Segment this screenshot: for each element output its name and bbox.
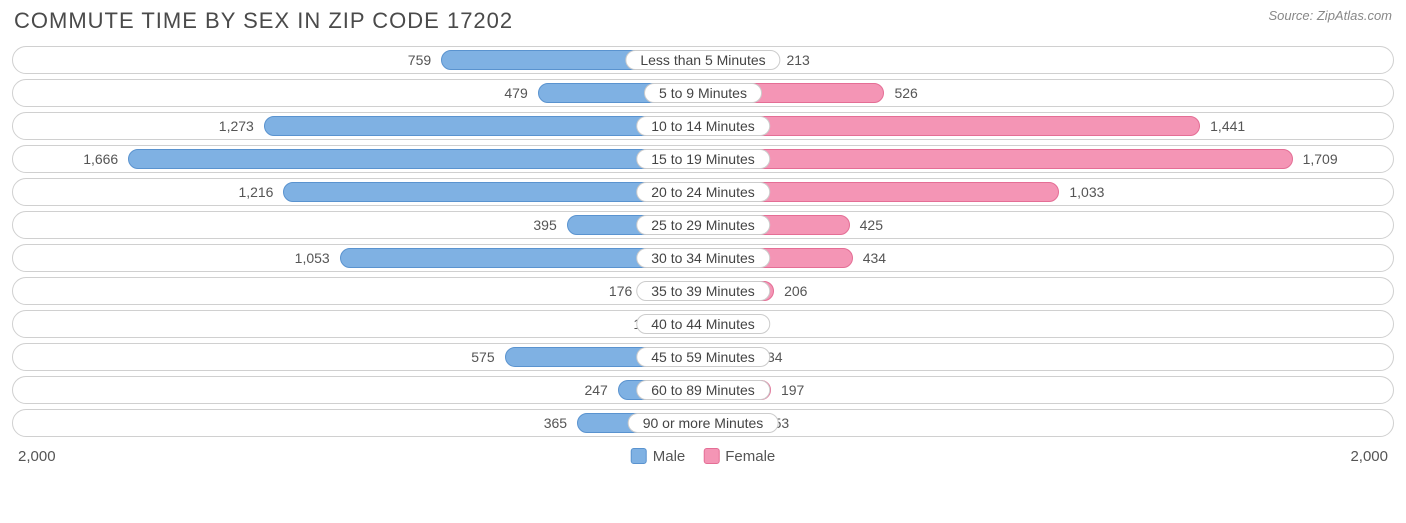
chart-row: 176 206 35 to 39 Minutes — [12, 277, 1394, 305]
chart-title: COMMUTE TIME BY SEX IN ZIP CODE 17202 — [14, 8, 513, 34]
value-label-male: 1,666 — [83, 151, 118, 167]
category-label: Less than 5 Minutes — [625, 50, 780, 70]
value-label-female: 1,441 — [1210, 118, 1245, 134]
value-label-male: 395 — [533, 217, 556, 233]
category-label: 10 to 14 Minutes — [636, 116, 770, 136]
bar-female — [703, 149, 1293, 169]
category-label: 25 to 29 Minutes — [636, 215, 770, 235]
chart-rows: 759 213 Less than 5 Minutes 479 526 5 to 9 Mi… — [10, 46, 1396, 437]
value-label-male: 247 — [584, 382, 607, 398]
category-label: 5 to 9 Minutes — [644, 83, 762, 103]
chart-source: Source: ZipAtlas.com — [1268, 8, 1392, 23]
legend-item-female: Female — [703, 448, 775, 465]
chart-row: 36515390 or more Minutes — [12, 409, 1394, 437]
chart-row: 1,053 434 30 to 34 Minutes — [12, 244, 1394, 272]
chart-footer: 2,000 Male Female 2,000 — [10, 442, 1396, 468]
value-label-male: 479 — [504, 85, 527, 101]
value-label-male: 759 — [408, 52, 431, 68]
category-label: 30 to 34 Minutes — [636, 248, 770, 268]
value-label-female: 1,709 — [1303, 151, 1338, 167]
category-label: 35 to 39 Minutes — [636, 281, 770, 301]
legend-swatch-female — [703, 448, 719, 464]
chart-container: COMMUTE TIME BY SEX IN ZIP CODE 17202 So… — [0, 0, 1406, 523]
value-label-female: 197 — [781, 382, 804, 398]
chart-row: 1,273 1,441 10 to 14 Minutes — [12, 112, 1394, 140]
chart-row: 479 526 5 to 9 Minutes — [12, 79, 1394, 107]
category-label: 90 or more Minutes — [628, 413, 779, 433]
category-label: 60 to 89 Minutes — [636, 380, 770, 400]
value-label-female: 434 — [863, 250, 886, 266]
value-label-female: 206 — [784, 283, 807, 299]
bar-female — [703, 116, 1200, 136]
chart-row: 1,666 1,709 15 to 19 Minutes — [12, 145, 1394, 173]
axis-max-left: 2,000 — [18, 448, 56, 465]
value-label-male: 1,273 — [219, 118, 254, 134]
chart-row: 759 213 Less than 5 Minutes — [12, 46, 1394, 74]
legend-label-female: Female — [725, 448, 775, 465]
legend-swatch-male — [631, 448, 647, 464]
value-label-female: 1,033 — [1069, 184, 1104, 200]
value-label-female: 526 — [894, 85, 917, 101]
legend: Male Female — [631, 448, 776, 465]
value-label-male: 1,053 — [295, 250, 330, 266]
value-label-female: 213 — [786, 52, 809, 68]
chart-header: COMMUTE TIME BY SEX IN ZIP CODE 17202 So… — [10, 8, 1396, 46]
legend-label-male: Male — [653, 448, 686, 465]
legend-item-male: Male — [631, 448, 686, 465]
value-label-male: 1,216 — [238, 184, 273, 200]
chart-row: 57513445 to 59 Minutes — [12, 343, 1394, 371]
value-label-male: 176 — [609, 283, 632, 299]
chart-row: 1054940 to 44 Minutes — [12, 310, 1394, 338]
chart-row: 1,216 1,033 20 to 24 Minutes — [12, 178, 1394, 206]
value-label-female: 425 — [860, 217, 883, 233]
chart-row: 247 197 60 to 89 Minutes — [12, 376, 1394, 404]
category-label: 45 to 59 Minutes — [636, 347, 770, 367]
value-label-male: 575 — [471, 349, 494, 365]
chart-row: 395 425 25 to 29 Minutes — [12, 211, 1394, 239]
category-label: 40 to 44 Minutes — [636, 314, 770, 334]
category-label: 15 to 19 Minutes — [636, 149, 770, 169]
value-label-male: 365 — [544, 415, 567, 431]
axis-max-right: 2,000 — [1350, 448, 1388, 465]
bar-male — [128, 149, 703, 169]
category-label: 20 to 24 Minutes — [636, 182, 770, 202]
